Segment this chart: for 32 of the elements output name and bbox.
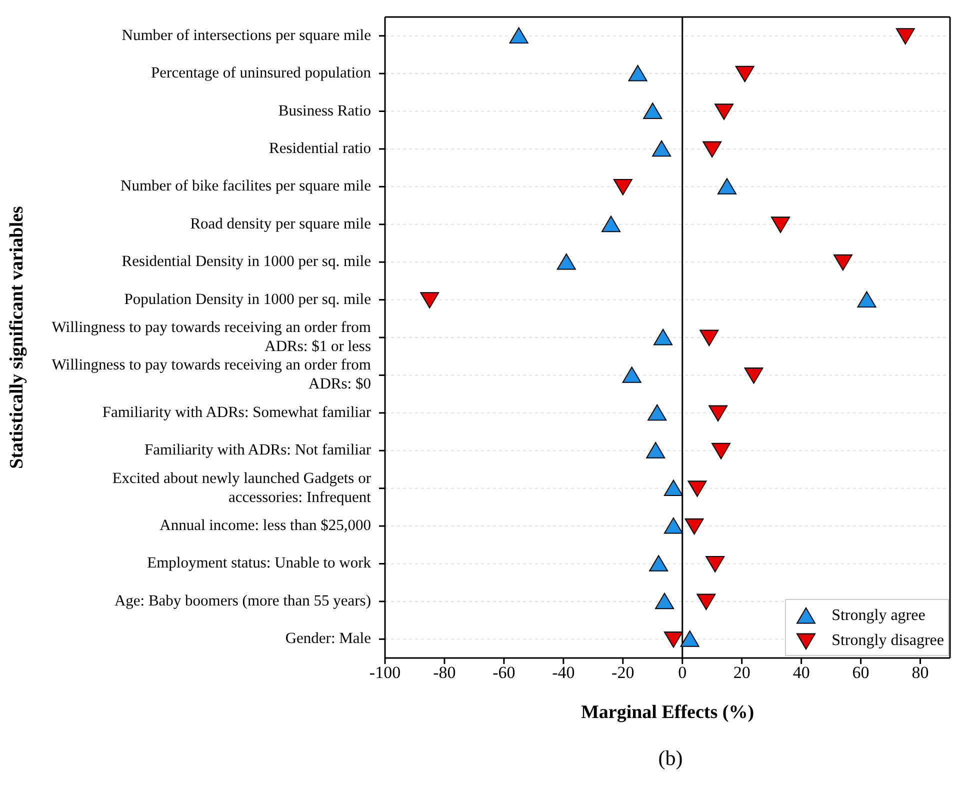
- y-axis-title: Statistically significant variables: [6, 206, 28, 469]
- legend-label: Strongly disagree: [832, 632, 944, 650]
- y-tick-label: Employment status: Unable to work: [147, 554, 372, 572]
- x-tick-label: 0: [678, 663, 687, 682]
- y-tick-label: Population Density in 1000 per sq. mile: [124, 290, 372, 308]
- y-tick-label: Familiarity with ADRs: Not familiar: [144, 441, 372, 458]
- y-tick-label: Number of bike facilites per square mile: [120, 177, 372, 194]
- x-tick-label: -40: [552, 663, 575, 682]
- x-tick-label: -80: [433, 663, 456, 682]
- x-tick-label: -20: [612, 663, 634, 682]
- x-tick-label: -100: [369, 663, 401, 682]
- y-tick-label: Percentage of uninsured population: [151, 64, 372, 82]
- x-tick-label: 80: [912, 663, 929, 682]
- y-tick-label: Residential Density in 1000 per sq. mile: [122, 252, 372, 270]
- y-tick-label: Familiarity with ADRs: Somewhat familiar: [102, 403, 372, 420]
- y-tick-label: Gender: Male: [285, 630, 372, 647]
- y-tick-label: Excited about newly launched Gadgets or accessories: Infrequent: [112, 469, 372, 506]
- y-tick-label: Age: Baby boomers (more than 55 years): [114, 592, 371, 610]
- x-tick-label: 20: [733, 663, 750, 682]
- x-tick-label: -60: [492, 663, 516, 682]
- legend-label: Strongly agree: [832, 606, 926, 624]
- x-tick-label: 60: [852, 663, 870, 682]
- y-tick-label: Number of intersections per square mile: [122, 26, 372, 44]
- x-tick-label: 40: [792, 663, 810, 682]
- y-tick-label: Annual income: less than $25,000: [160, 516, 372, 534]
- text: (b): [657, 746, 684, 771]
- y-tick-label: Residential ratio: [268, 140, 372, 157]
- y-tick-label: Business Ratio: [278, 102, 372, 119]
- y-tick-label: Willingness to pay towards receiving an order from ADRs: $1 or less: [52, 318, 371, 355]
- x-axis-title: Marginal Effects (%): [580, 702, 754, 723]
- y-tick-label: Willingness to pay towards receiving an order from ADRs: $0: [52, 356, 372, 392]
- y-tick-label: Road density per square mile: [190, 214, 372, 232]
